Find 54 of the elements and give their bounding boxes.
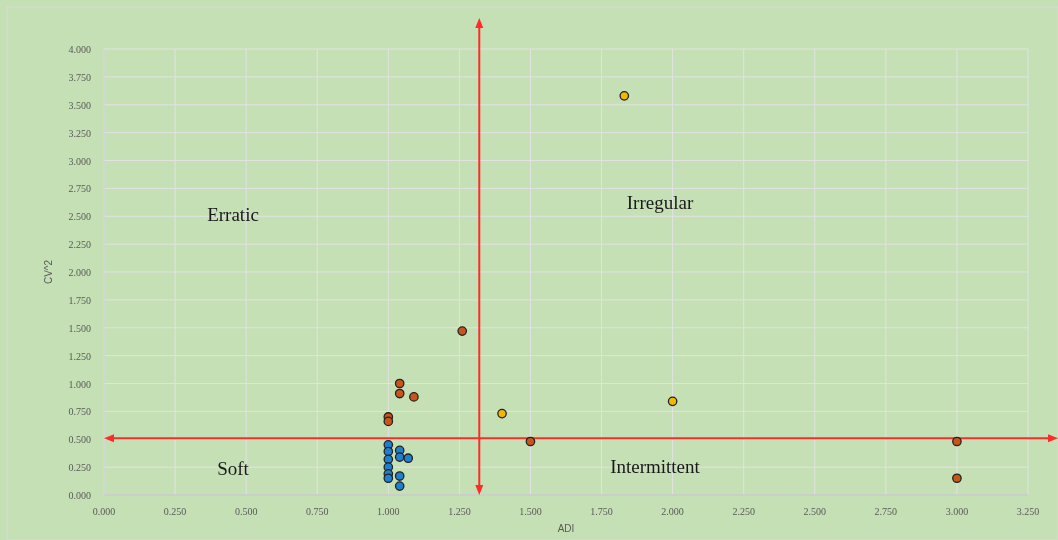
point [394, 388, 405, 399]
annotation: Erratic [207, 204, 259, 225]
x-tick-label: 0.000 [92, 506, 116, 517]
x-tick-label: 2.000 [661, 506, 684, 517]
y-tick-label: 2.750 [68, 183, 91, 195]
point [409, 392, 419, 402]
y-tick-label: 1.000 [68, 378, 91, 390]
point [403, 453, 414, 464]
x-tick-label: 3.000 [945, 506, 969, 517]
point [619, 90, 630, 101]
x-tick-label: 2.750 [874, 506, 898, 517]
point [383, 416, 394, 427]
y-tick-label: 4.000 [68, 44, 91, 55]
point [525, 436, 536, 447]
y-tick-label: 2.250 [68, 239, 91, 251]
point [667, 396, 678, 407]
point [497, 408, 507, 419]
y-tick-label: 2.000 [68, 267, 91, 278]
point [383, 446, 394, 457]
y-tick-label: 3.000 [68, 155, 91, 167]
y-tick-label: 1.750 [68, 294, 91, 306]
x-tick-label: 0.750 [305, 506, 329, 517]
annotation: Intermittent [610, 456, 701, 477]
point [457, 326, 468, 336]
y-tick-label: 3.500 [68, 99, 91, 111]
y-tick-label: 1.250 [68, 350, 91, 362]
y-tick-label: 0.000 [68, 490, 91, 501]
y-tick-label: 3.750 [68, 71, 91, 83]
x-tick-label: 2.250 [732, 506, 755, 517]
x-tick-label: 1.250 [448, 506, 471, 517]
y-axis-title: CV^2 [43, 259, 54, 285]
y-tick-label: 2.500 [68, 211, 91, 223]
x-tick-label: 2.500 [803, 506, 827, 517]
x-tick-label: 0.250 [163, 506, 187, 517]
x-tick-label: 0.500 [234, 506, 258, 517]
x-tick-label: 1.000 [377, 506, 400, 517]
point [952, 473, 962, 484]
point [952, 436, 962, 447]
y-tick-label: 0.750 [68, 406, 91, 418]
annotation: Irregular [626, 192, 694, 213]
annotation: Soft [217, 458, 250, 479]
point [394, 481, 405, 491]
point [383, 473, 394, 484]
x-tick-label: 1.750 [590, 506, 613, 517]
y-tick-label: 3.250 [68, 127, 91, 139]
x-tick-label: 1.500 [519, 506, 542, 517]
y-tick-label: 0.500 [68, 434, 91, 446]
point [394, 378, 405, 389]
x-tick-label: 3.250 [1016, 506, 1040, 517]
x-axis-title: ADI [557, 523, 575, 534]
point [394, 452, 405, 462]
y-tick-label: 1.500 [68, 322, 91, 334]
y-tick-label: 0.250 [68, 462, 91, 474]
point [394, 471, 405, 481]
